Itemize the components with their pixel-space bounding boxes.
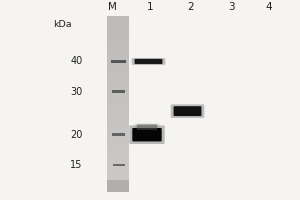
FancyBboxPatch shape	[106, 69, 129, 73]
FancyBboxPatch shape	[106, 82, 129, 87]
FancyBboxPatch shape	[106, 25, 129, 29]
FancyBboxPatch shape	[106, 161, 129, 166]
FancyBboxPatch shape	[106, 34, 129, 38]
FancyBboxPatch shape	[106, 47, 129, 51]
FancyBboxPatch shape	[174, 106, 202, 116]
FancyBboxPatch shape	[106, 166, 129, 170]
FancyBboxPatch shape	[106, 188, 129, 192]
FancyBboxPatch shape	[132, 58, 165, 65]
FancyBboxPatch shape	[106, 135, 129, 139]
FancyBboxPatch shape	[106, 109, 129, 113]
Text: 2: 2	[187, 2, 194, 12]
Text: 4: 4	[265, 2, 272, 12]
FancyBboxPatch shape	[106, 144, 129, 148]
Text: 1: 1	[147, 2, 153, 12]
Text: 30: 30	[70, 87, 82, 97]
FancyBboxPatch shape	[171, 104, 204, 118]
FancyBboxPatch shape	[106, 60, 129, 65]
FancyBboxPatch shape	[106, 43, 129, 47]
FancyBboxPatch shape	[106, 113, 129, 117]
FancyBboxPatch shape	[106, 131, 129, 135]
FancyBboxPatch shape	[106, 100, 129, 104]
FancyBboxPatch shape	[106, 157, 129, 161]
FancyBboxPatch shape	[106, 21, 129, 25]
FancyBboxPatch shape	[106, 183, 129, 188]
FancyBboxPatch shape	[106, 180, 129, 192]
FancyBboxPatch shape	[112, 90, 125, 93]
FancyBboxPatch shape	[106, 16, 129, 21]
FancyBboxPatch shape	[129, 125, 165, 144]
FancyBboxPatch shape	[135, 59, 163, 64]
FancyBboxPatch shape	[106, 139, 129, 144]
FancyBboxPatch shape	[106, 73, 129, 78]
FancyBboxPatch shape	[106, 148, 129, 153]
FancyBboxPatch shape	[106, 38, 129, 43]
Text: 40: 40	[70, 56, 82, 66]
FancyBboxPatch shape	[106, 95, 129, 100]
FancyBboxPatch shape	[106, 29, 129, 34]
FancyBboxPatch shape	[106, 174, 129, 179]
FancyBboxPatch shape	[106, 104, 129, 109]
FancyBboxPatch shape	[106, 179, 129, 183]
Text: 20: 20	[70, 130, 82, 140]
FancyBboxPatch shape	[106, 153, 129, 157]
FancyBboxPatch shape	[111, 60, 126, 63]
FancyBboxPatch shape	[106, 51, 129, 56]
Text: 15: 15	[70, 160, 82, 170]
FancyBboxPatch shape	[106, 87, 129, 91]
FancyBboxPatch shape	[106, 122, 129, 126]
FancyBboxPatch shape	[106, 170, 129, 174]
FancyBboxPatch shape	[106, 56, 129, 60]
FancyBboxPatch shape	[106, 117, 129, 122]
FancyBboxPatch shape	[106, 91, 129, 95]
Text: kDa: kDa	[53, 20, 72, 29]
FancyBboxPatch shape	[106, 78, 129, 82]
FancyBboxPatch shape	[112, 164, 124, 166]
FancyBboxPatch shape	[112, 133, 125, 136]
FancyBboxPatch shape	[137, 124, 157, 130]
Text: M: M	[108, 2, 117, 12]
FancyBboxPatch shape	[106, 126, 129, 131]
FancyBboxPatch shape	[132, 128, 162, 141]
FancyBboxPatch shape	[106, 65, 129, 69]
FancyBboxPatch shape	[135, 123, 159, 131]
Text: 3: 3	[228, 2, 234, 12]
